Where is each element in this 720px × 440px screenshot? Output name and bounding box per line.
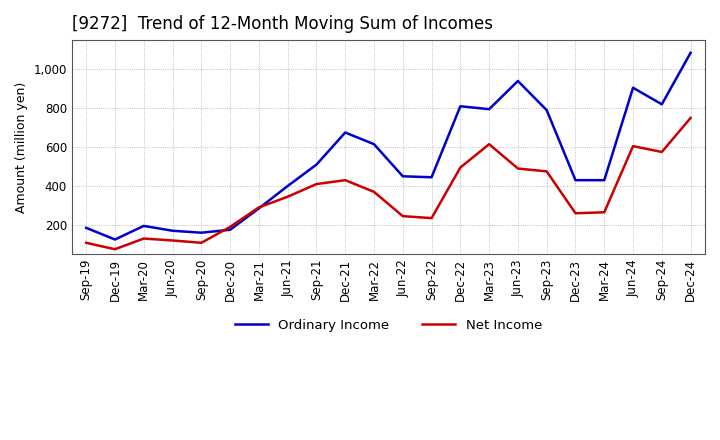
Net Income bbox=[513, 166, 522, 171]
Net Income bbox=[255, 205, 264, 210]
Ordinary Income bbox=[82, 225, 91, 231]
Ordinary Income bbox=[168, 228, 177, 233]
Net Income bbox=[369, 189, 378, 194]
Net Income bbox=[111, 246, 120, 252]
Ordinary Income bbox=[485, 106, 493, 112]
Net Income bbox=[140, 236, 148, 241]
Net Income bbox=[312, 181, 321, 187]
Net Income bbox=[542, 169, 551, 174]
Legend: Ordinary Income, Net Income: Ordinary Income, Net Income bbox=[230, 314, 547, 337]
Net Income bbox=[82, 240, 91, 246]
Ordinary Income bbox=[369, 142, 378, 147]
Ordinary Income bbox=[600, 177, 608, 183]
Ordinary Income bbox=[542, 107, 551, 113]
Net Income bbox=[284, 194, 292, 199]
Ordinary Income bbox=[312, 162, 321, 167]
Net Income bbox=[600, 209, 608, 215]
Net Income bbox=[571, 211, 580, 216]
Net Income bbox=[629, 143, 637, 149]
Ordinary Income bbox=[341, 130, 349, 135]
Net Income bbox=[197, 240, 206, 246]
Net Income bbox=[168, 238, 177, 243]
Ordinary Income bbox=[427, 175, 436, 180]
Net Income bbox=[427, 216, 436, 221]
Ordinary Income bbox=[284, 183, 292, 189]
Net Income bbox=[485, 142, 493, 147]
Ordinary Income bbox=[456, 103, 464, 109]
Ordinary Income bbox=[686, 50, 695, 55]
Ordinary Income bbox=[629, 85, 637, 90]
Ordinary Income bbox=[197, 230, 206, 235]
Net Income bbox=[341, 177, 349, 183]
Ordinary Income bbox=[255, 206, 264, 211]
Line: Net Income: Net Income bbox=[86, 118, 690, 249]
Net Income bbox=[226, 224, 235, 230]
Net Income bbox=[686, 115, 695, 121]
Ordinary Income bbox=[657, 102, 666, 107]
Net Income bbox=[456, 165, 464, 170]
Ordinary Income bbox=[140, 223, 148, 228]
Text: [9272]  Trend of 12-Month Moving Sum of Incomes: [9272] Trend of 12-Month Moving Sum of I… bbox=[72, 15, 492, 33]
Ordinary Income bbox=[571, 177, 580, 183]
Ordinary Income bbox=[111, 237, 120, 242]
Line: Ordinary Income: Ordinary Income bbox=[86, 53, 690, 239]
Y-axis label: Amount (million yen): Amount (million yen) bbox=[15, 81, 28, 213]
Ordinary Income bbox=[513, 78, 522, 84]
Net Income bbox=[398, 213, 407, 219]
Ordinary Income bbox=[226, 227, 235, 232]
Ordinary Income bbox=[398, 174, 407, 179]
Net Income bbox=[657, 149, 666, 154]
